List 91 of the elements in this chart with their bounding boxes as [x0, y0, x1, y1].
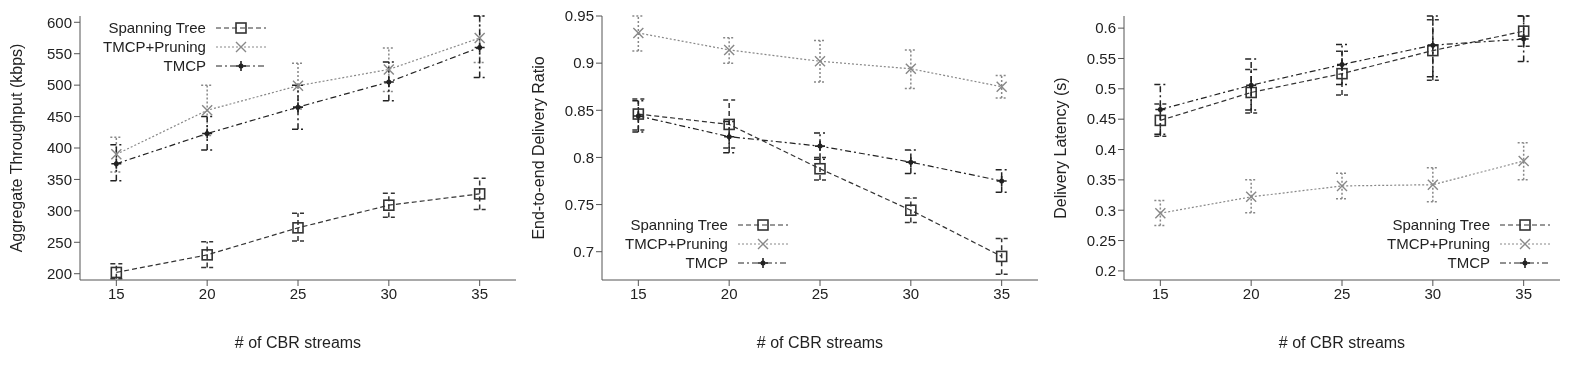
- y-tick-label: 0.45: [1086, 110, 1116, 128]
- x-tick-label: 15: [1151, 284, 1169, 302]
- y-tick-label: 0.7: [573, 243, 594, 261]
- point: [292, 222, 304, 234]
- y-tick-label: 0.4: [1095, 140, 1116, 158]
- x-tick-label: 25: [1333, 284, 1351, 302]
- y-tick-label: 0.25: [1086, 231, 1116, 249]
- x-tick-label: 35: [471, 284, 489, 302]
- point: [1517, 25, 1530, 37]
- point: [995, 250, 1008, 263]
- point: [1517, 33, 1530, 45]
- y-tick-label: 0.85: [564, 101, 594, 119]
- y-tick-label: 0.95: [564, 7, 594, 25]
- point: [814, 162, 826, 175]
- point: [110, 157, 123, 170]
- point: [723, 44, 735, 56]
- y-tick-label: 500: [46, 76, 72, 94]
- legend-label: TMCP+Pruning: [103, 37, 206, 56]
- legend-label: TMCP+Pruning: [625, 234, 728, 253]
- x-tick-label: 30: [902, 284, 920, 302]
- legend-label: TMCP: [163, 56, 206, 75]
- point: [723, 118, 735, 131]
- point: [473, 32, 486, 44]
- y-tick-label: 0.3: [1095, 201, 1116, 219]
- x-tick-label: 20: [198, 284, 216, 302]
- point: [201, 104, 213, 116]
- point: [473, 188, 486, 200]
- point: [1427, 179, 1439, 191]
- y-tick-label: 0.35: [1086, 171, 1116, 189]
- point: [995, 175, 1008, 187]
- x-tick-label: 35: [993, 284, 1011, 302]
- point: [1245, 191, 1257, 203]
- y-tick-label: 0.2: [1095, 262, 1116, 280]
- point: [1245, 86, 1257, 99]
- legend-label: Spanning Tree: [108, 18, 206, 37]
- point: [1517, 155, 1530, 167]
- point: [1427, 44, 1439, 57]
- point: [1336, 180, 1348, 192]
- point: [905, 63, 917, 75]
- x-tick-label: 30: [380, 284, 398, 302]
- x-tick-label: 20: [1242, 284, 1260, 302]
- point: [1154, 103, 1167, 116]
- x-tick-label: 25: [811, 284, 829, 302]
- point: [632, 27, 645, 39]
- point: [292, 80, 304, 92]
- point: [201, 127, 213, 140]
- y-tick-label: 550: [46, 45, 72, 63]
- x-tick-label: 25: [289, 284, 307, 302]
- point: [383, 63, 395, 76]
- x-tick-label: 35: [1515, 284, 1533, 302]
- point: [473, 41, 486, 54]
- legend-label: Spanning Tree: [1392, 215, 1490, 234]
- point: [1154, 207, 1167, 219]
- y-tick-label: 300: [46, 202, 72, 220]
- point: [814, 55, 826, 67]
- x-axis-title: # of CBR streams: [756, 334, 884, 351]
- x-tick-label: 15: [629, 284, 647, 302]
- y-axis-title: Aggregate Throughput (kbps): [7, 43, 25, 253]
- y-axis-title: End-to-end Delivery Ratio: [529, 56, 547, 240]
- point: [1336, 67, 1348, 80]
- legend-label: TMCP: [1447, 253, 1490, 272]
- point: [383, 199, 395, 211]
- x-tick-label: 20: [720, 284, 738, 302]
- legend-label: TMCP: [685, 253, 728, 272]
- point: [995, 81, 1008, 93]
- point: [1154, 114, 1167, 127]
- point: [110, 148, 123, 160]
- y-tick-label: 450: [46, 107, 72, 125]
- y-tick-label: 0.75: [564, 195, 594, 213]
- point: [723, 130, 735, 143]
- y-tick-label: 200: [46, 265, 72, 283]
- x-axis-title: # of CBR streams: [234, 334, 362, 351]
- x-axis-title: # of CBR streams: [1278, 334, 1406, 351]
- x-tick-label: 15: [107, 284, 125, 302]
- point: [110, 266, 123, 279]
- y-tick-label: 0.9: [573, 54, 594, 72]
- y-tick-label: 0.5: [1095, 80, 1116, 98]
- y-tick-label: 600: [46, 13, 72, 31]
- legend-label: Spanning Tree: [630, 215, 728, 234]
- y-tick-label: 0.6: [1095, 19, 1116, 37]
- y-tick-label: 0.8: [573, 148, 594, 166]
- point: [1336, 58, 1348, 71]
- y-tick-label: 250: [46, 233, 72, 251]
- point: [201, 249, 213, 261]
- y-axis-title: Delivery Latency (s): [1051, 77, 1069, 219]
- x-tick-label: 30: [1424, 284, 1442, 302]
- y-tick-label: 0.55: [1086, 49, 1116, 67]
- legend-label: TMCP+Pruning: [1387, 234, 1490, 253]
- y-tick-label: 350: [46, 170, 72, 188]
- point: [905, 204, 917, 217]
- y-tick-label: 400: [46, 139, 72, 157]
